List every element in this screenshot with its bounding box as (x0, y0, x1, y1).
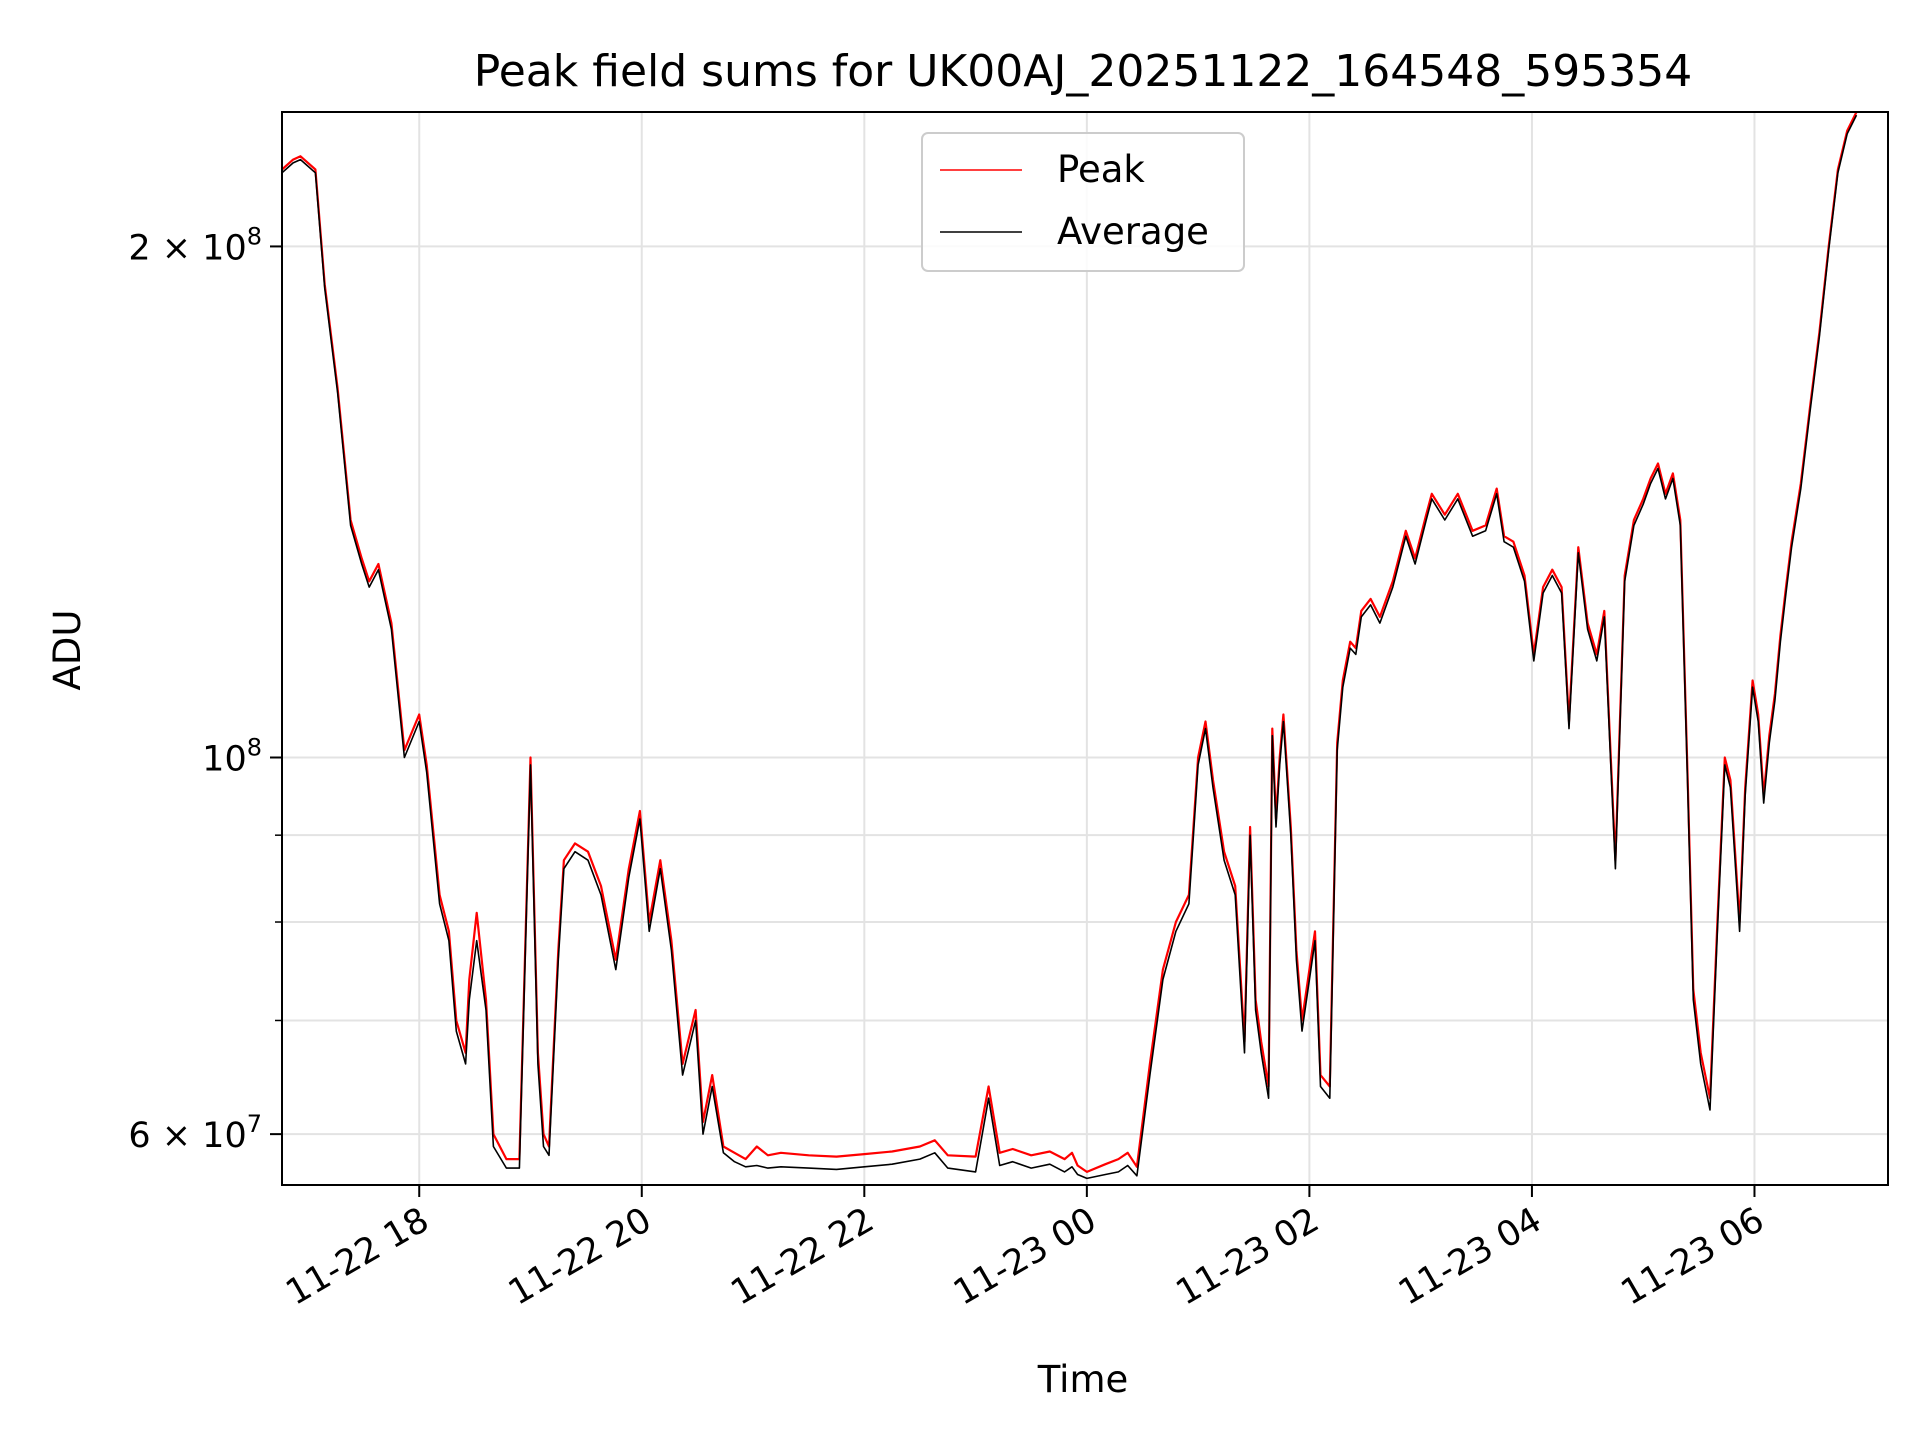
series-layer (282, 112, 1858, 1180)
y-tick-label: 6 × 107 (128, 1110, 262, 1156)
legend: Peak Average (921, 132, 1245, 272)
grid (282, 112, 1888, 1185)
x-axis-label: Time (1037, 1358, 1129, 1401)
y-tick-label: 2 × 108 (128, 222, 262, 268)
legend-label-average: Average (1057, 210, 1209, 253)
chart-title: Peak field sums for UK00AJ_20251122_1645… (474, 46, 1692, 97)
y-tick-label: 108 (202, 733, 262, 779)
legend-box (921, 132, 1245, 272)
series-line-peak (282, 112, 1858, 1174)
y-axis-ticks: 6 × 107 108 2 × 108 (128, 222, 282, 1156)
series-line-average (282, 114, 1858, 1180)
y-axis-label: ADU (46, 610, 89, 691)
legend-label-peak: Peak (1057, 148, 1145, 191)
plot-frame (281, 111, 1889, 1186)
